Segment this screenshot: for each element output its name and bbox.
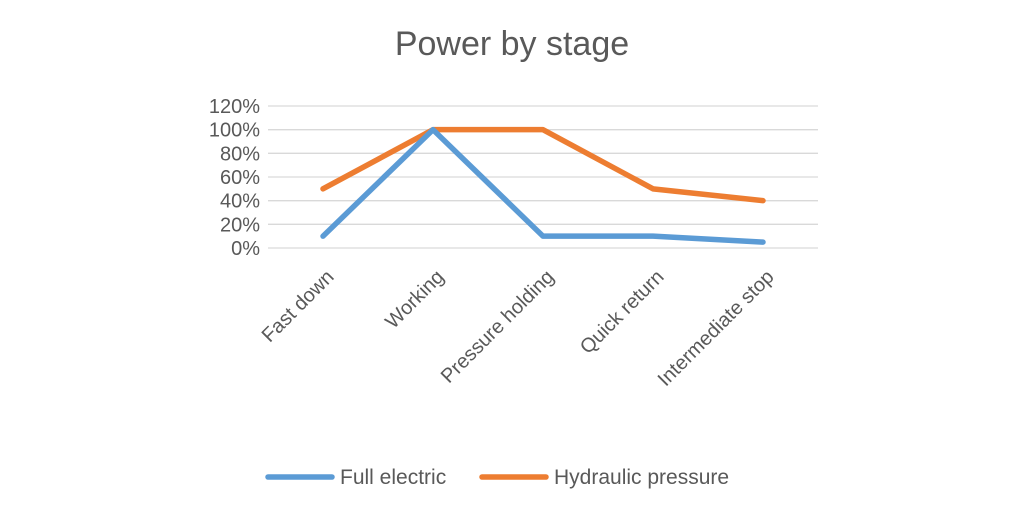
x-tick-label: Fast down	[258, 266, 339, 347]
legend-label-0: Full electric	[340, 466, 446, 489]
series-line-1	[320, 126, 766, 204]
y-tick-label: 20%	[220, 214, 260, 236]
y-tick-label: 40%	[220, 191, 260, 213]
y-tick-label: 60%	[220, 167, 260, 189]
chart-title: Power by stage	[395, 25, 629, 63]
y-tick-label: 120%	[209, 96, 260, 118]
y-axis: 0%20%40%60%80%100%120%	[209, 96, 260, 260]
x-tick-label: Quick return	[576, 266, 669, 359]
legend-label-1: Hydraulic pressure	[554, 466, 729, 489]
x-tick-label: Pressure holding	[437, 266, 559, 388]
y-tick-label: 80%	[220, 143, 260, 165]
series-group	[320, 126, 766, 245]
y-tick-label: 100%	[209, 120, 260, 142]
x-tick-label: Working	[381, 266, 448, 333]
x-tick-label: Intermediate stop	[654, 266, 779, 391]
legend: Full electric Hydraulic pressure	[265, 466, 729, 489]
series-line-0	[320, 126, 766, 245]
y-tick-label: 0%	[231, 238, 260, 260]
